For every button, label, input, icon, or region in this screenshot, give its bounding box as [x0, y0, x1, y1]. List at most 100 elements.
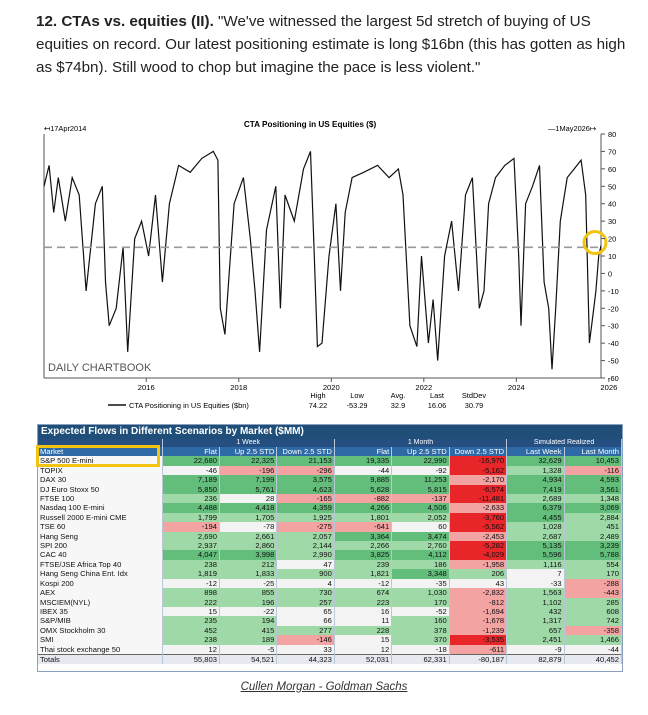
flow-value: 3,474 — [391, 531, 450, 542]
flow-value: -358 — [564, 625, 623, 636]
flow-value: 15 — [162, 606, 220, 617]
flow-value: 223 — [334, 597, 393, 607]
table-row: Thai stock exchange 50 12 -5 33 12 -18 -611 -9-… — [38, 644, 623, 655]
flow-value: -4,029 — [449, 550, 508, 560]
table-row: Hang Seng 2,690 2,661 2,057 3,364 3,474 -2,453… — [38, 531, 623, 542]
flow-value: 7,199 — [219, 475, 278, 485]
flow-value: 236 — [162, 494, 220, 504]
market-name: Kospi 200 — [38, 578, 163, 589]
flow-value: 170 — [564, 569, 623, 579]
flow-value: 378 — [391, 625, 450, 636]
table-row: Russell 2000 E-mini CME 1,799 1,705 1,925 1,… — [38, 512, 623, 523]
flow-value: 277 — [276, 625, 335, 636]
y-tick-label: 60 — [608, 165, 616, 174]
flow-value: 2,760 — [391, 541, 450, 551]
flow-value: 1,819 — [162, 569, 220, 579]
flow-value: 66 — [276, 616, 335, 626]
flow-value: 730 — [276, 588, 335, 598]
x-tick-label: 2026 — [600, 383, 617, 392]
total-value: 62,331 — [391, 653, 450, 665]
flow-value: 2,057 — [276, 531, 335, 542]
column-header: Flat — [162, 447, 220, 457]
flow-value: -165 — [276, 494, 335, 504]
flow-value: 3,575 — [276, 475, 335, 485]
flow-value: 4,623 — [276, 484, 335, 495]
flow-value: 3,998 — [219, 550, 278, 560]
table-row: SPI 200 2,937 2,860 2,144 2,266 2,760 -5,282 5,… — [38, 541, 623, 551]
flow-value: 212 — [219, 559, 278, 570]
total-value: 44,323 — [276, 653, 335, 665]
flow-value: -92 — [391, 465, 450, 476]
flow-value: -882 — [334, 494, 393, 504]
flow-value: 15 — [334, 635, 393, 645]
stat-value: -53.29 — [347, 401, 368, 410]
flow-value: 742 — [564, 616, 623, 626]
flow-value: 2,689 — [506, 494, 565, 504]
market-name: S&P/MIB — [38, 616, 163, 626]
y-tick-label: 30 — [608, 217, 616, 226]
flow-value: 2,687 — [506, 531, 565, 542]
flow-value: 170 — [391, 597, 450, 607]
x-tick-label: 2024 — [508, 383, 525, 392]
flow-value: 4,418 — [219, 503, 278, 513]
total-value: 55,803 — [162, 653, 220, 665]
column-header: Up 2.5 STD — [219, 447, 278, 457]
table-row: DJ Euro Stoxx 50 5,850 5,761 4,623 5,628 5,81… — [38, 484, 623, 495]
y-tick-label: 40 — [608, 200, 616, 209]
y-tick-label: 20 — [608, 235, 616, 244]
flow-value: -25 — [219, 578, 278, 589]
heading-quote: "We've witnessed the largest 5d stretch … — [36, 13, 626, 76]
column-group-header: 1 Week — [162, 439, 335, 447]
y-tick-label: 70 — [608, 147, 616, 156]
post-heading: 12. CTAs vs. equities (II). "We've witne… — [36, 10, 626, 79]
flow-value: -1,678 — [449, 616, 508, 626]
market-name: SMI — [38, 635, 163, 645]
table-row: S&P/MIB 235 194 66 11 160 -1,678 1,317 742 — [38, 616, 623, 626]
stat-value: 16.06 — [428, 401, 447, 410]
column-group-header: Simulated Realized — [506, 439, 622, 447]
flow-value: 1,116 — [506, 559, 565, 570]
market-name: FTSE 100 — [38, 494, 163, 504]
market-name: S&P 500 E-mini — [38, 456, 163, 466]
flow-value: -116 — [564, 465, 623, 476]
stat-header: High — [310, 391, 325, 400]
market-name: Thai stock exchange 50 — [38, 644, 163, 655]
table-row: Kospi 200 -12 -25 4 -12 -35 43 -33 -288 — [38, 578, 623, 589]
x-tick-label: 2020 — [323, 383, 340, 392]
table-row: OMX Stockholm 30 452 415 277 228 378 -1,239 657… — [38, 625, 623, 636]
flow-value: -2,170 — [449, 475, 508, 485]
stat-header: Avg. — [391, 391, 406, 400]
flow-value: 1,799 — [162, 512, 220, 523]
y-tick-label: -30 — [608, 322, 619, 331]
chart-title: CTA Positioning in US Equities ($) — [244, 120, 377, 129]
flow-value: 11 — [334, 616, 393, 626]
flow-value: 7 — [506, 569, 565, 579]
flow-value: 657 — [506, 625, 565, 636]
flow-value: 206 — [449, 569, 508, 579]
table-row: AEX 898 855 730 674 1,030 -2,832 1,563 -443 — [38, 588, 623, 598]
flow-value: -18 — [391, 644, 450, 655]
flow-value: -22 — [219, 606, 278, 617]
heading-number: 12. CTAs vs. equities (II). — [36, 13, 214, 30]
market-name: SPI 200 — [38, 541, 163, 551]
flow-value: 16 — [334, 606, 393, 617]
table-row: CAC 40 4,047 3,998 2,990 3,825 4,112 -4,029 5,5… — [38, 550, 623, 560]
totals-row: Totals 55,803 54,521 44,323 52,031 62,331 -80,… — [38, 653, 623, 665]
flow-value: 452 — [162, 625, 220, 636]
table-row: FTSE/JSE Africa Top 40 238 212 47 239 186 -1,9… — [38, 559, 623, 570]
flow-value: 5,596 — [506, 550, 565, 560]
flow-value: -5,162 — [449, 465, 508, 476]
flow-value: -44 — [564, 644, 623, 655]
flow-value: 22,680 — [162, 456, 220, 466]
flow-value: -5,282 — [449, 541, 508, 551]
source-credit[interactable]: Cullen Morgan - Goldman Sachs — [240, 681, 408, 693]
table-row: Nasdaq 100 E-mini 4,488 4,418 4,359 4,266 4,5… — [38, 503, 623, 513]
table-row: MSCIEM(NYL) 222 196 257 223 170 -812 1,102 285 — [38, 597, 623, 607]
x-tick-label: 2018 — [230, 383, 247, 392]
table-row: FTSE 100 236 28 -165 -882 -137 -11,481 2,689 1,3… — [38, 494, 623, 504]
flow-value: -46 — [162, 465, 220, 476]
latest-value-circle — [582, 230, 608, 256]
flow-value: 47 — [276, 559, 335, 570]
flow-value: -35 — [391, 578, 450, 589]
market-name: DJ Euro Stoxx 50 — [38, 484, 163, 495]
